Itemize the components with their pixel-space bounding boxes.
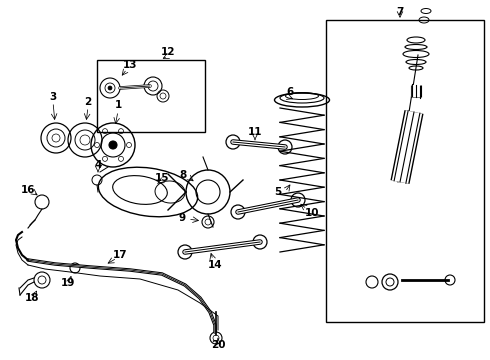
Text: 7: 7 bbox=[396, 7, 404, 17]
Text: 13: 13 bbox=[123, 60, 137, 70]
Text: 17: 17 bbox=[113, 250, 127, 260]
Bar bbox=[97, 60, 205, 132]
Text: 16: 16 bbox=[21, 185, 35, 195]
Text: 20: 20 bbox=[211, 340, 225, 350]
Text: 5: 5 bbox=[274, 187, 282, 197]
Text: 15: 15 bbox=[155, 173, 169, 183]
Text: 12: 12 bbox=[161, 47, 175, 57]
Circle shape bbox=[109, 141, 117, 149]
Text: 10: 10 bbox=[305, 208, 319, 218]
Text: 18: 18 bbox=[25, 293, 39, 303]
Text: 3: 3 bbox=[49, 92, 57, 102]
Text: 14: 14 bbox=[208, 260, 222, 270]
Text: 11: 11 bbox=[248, 127, 262, 137]
Circle shape bbox=[108, 86, 112, 90]
Text: 4: 4 bbox=[94, 160, 102, 170]
Text: 8: 8 bbox=[179, 170, 187, 180]
Text: 2: 2 bbox=[84, 97, 92, 107]
Text: 6: 6 bbox=[286, 87, 294, 97]
Text: 9: 9 bbox=[178, 213, 186, 223]
Text: 1: 1 bbox=[114, 100, 122, 110]
Text: 19: 19 bbox=[61, 278, 75, 288]
Bar bbox=[326, 20, 484, 322]
